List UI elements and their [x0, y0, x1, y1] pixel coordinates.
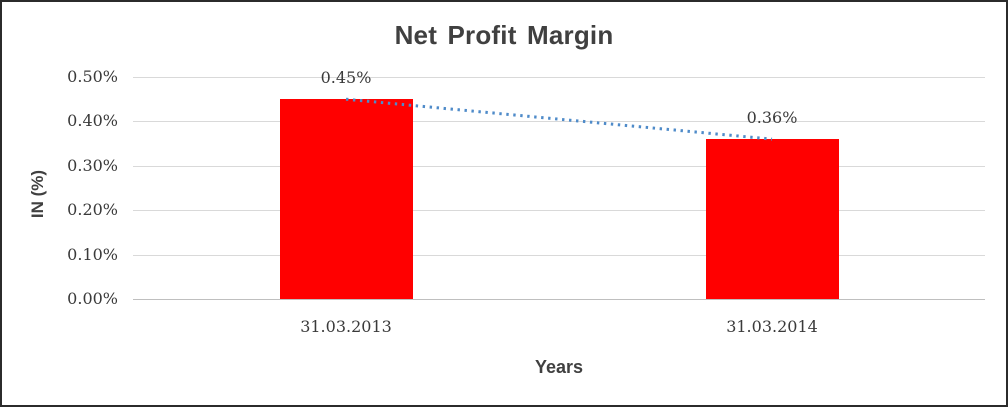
chart-title: Net Profit Margin	[394, 20, 614, 50]
gridline	[133, 121, 985, 123]
gridline	[133, 77, 985, 78]
y-tick-label: 0.50%	[67, 67, 118, 86]
gridline	[133, 210, 985, 212]
y-tick-label: 0.40%	[67, 111, 118, 131]
category-label: 31.03.2013	[300, 317, 392, 336]
plot-area	[133, 77, 985, 300]
gridline	[133, 165, 985, 167]
data-label: 0.36%	[746, 108, 798, 128]
trendline	[345, 97, 773, 141]
y-tick-label: 0.00%	[67, 289, 118, 308]
bar-31.03.2013	[279, 99, 413, 299]
data-label: 0.45%	[320, 68, 372, 88]
y-tick-label: 0.10%	[67, 244, 118, 264]
y-tick-label: 0.30%	[67, 155, 118, 175]
y-tick-label: 0.20%	[67, 200, 118, 220]
bar-31.03.2014	[705, 139, 839, 299]
x-axis-title: Years	[534, 357, 584, 377]
gridline	[133, 254, 985, 256]
x-axis-line	[133, 299, 985, 300]
category-label: 31.03.2014	[726, 317, 818, 336]
